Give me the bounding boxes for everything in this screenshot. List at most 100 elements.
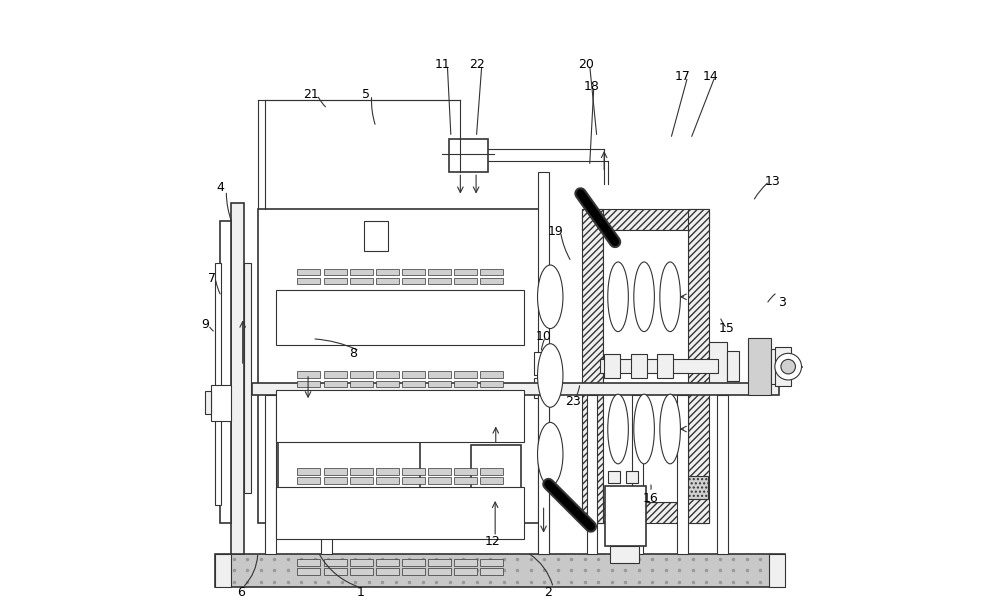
Bar: [364, 221, 388, 251]
Bar: [402, 381, 425, 387]
Bar: [428, 371, 451, 378]
Bar: [480, 477, 503, 484]
Bar: [480, 371, 503, 378]
Bar: [297, 277, 320, 284]
Bar: [657, 354, 673, 378]
Bar: [454, 371, 477, 378]
Bar: [480, 469, 503, 475]
Text: 6: 6: [237, 586, 245, 599]
Bar: [480, 568, 503, 575]
Bar: [582, 502, 709, 524]
Circle shape: [781, 359, 795, 374]
Bar: [748, 338, 771, 395]
Text: 22: 22: [469, 58, 485, 71]
Bar: [297, 477, 320, 484]
Bar: [717, 395, 728, 554]
Ellipse shape: [660, 262, 680, 332]
Bar: [471, 445, 521, 521]
Bar: [376, 371, 399, 378]
Bar: [215, 554, 231, 587]
Bar: [376, 477, 399, 484]
Text: 10: 10: [536, 331, 552, 343]
Text: 16: 16: [642, 491, 658, 505]
Text: 15: 15: [719, 322, 735, 335]
Bar: [604, 354, 620, 378]
Text: 1: 1: [357, 586, 365, 599]
Bar: [220, 221, 231, 524]
Bar: [350, 469, 373, 475]
Bar: [454, 568, 477, 575]
Bar: [600, 359, 718, 373]
Text: 17: 17: [675, 70, 691, 83]
Bar: [685, 476, 708, 499]
Bar: [276, 290, 524, 345]
Text: 5: 5: [362, 89, 370, 101]
Text: 19: 19: [548, 225, 564, 238]
Bar: [297, 371, 320, 378]
Text: 9: 9: [201, 318, 209, 331]
Bar: [631, 354, 647, 378]
Bar: [376, 269, 399, 275]
Bar: [608, 471, 620, 483]
Bar: [402, 469, 425, 475]
Bar: [428, 469, 451, 475]
Text: 4: 4: [216, 181, 224, 194]
Bar: [297, 568, 320, 575]
Bar: [297, 559, 320, 566]
Ellipse shape: [660, 394, 680, 464]
Bar: [297, 469, 320, 475]
Bar: [538, 395, 549, 554]
Text: 11: 11: [435, 58, 450, 71]
Bar: [610, 546, 639, 563]
Bar: [709, 342, 727, 390]
Bar: [454, 469, 477, 475]
Text: 8: 8: [349, 348, 357, 360]
Text: 20: 20: [578, 58, 594, 71]
Bar: [582, 208, 603, 524]
Bar: [376, 381, 399, 387]
Circle shape: [775, 353, 802, 380]
Bar: [350, 477, 373, 484]
Bar: [775, 347, 791, 386]
Bar: [324, 469, 347, 475]
Bar: [605, 486, 646, 546]
Bar: [428, 559, 451, 566]
Bar: [454, 277, 477, 284]
Bar: [727, 351, 739, 381]
Bar: [582, 208, 709, 230]
Bar: [454, 381, 477, 387]
Bar: [626, 471, 638, 483]
Bar: [350, 277, 373, 284]
Text: 21: 21: [303, 89, 319, 101]
Bar: [265, 395, 276, 554]
Bar: [480, 277, 503, 284]
Bar: [587, 395, 597, 554]
Bar: [276, 487, 524, 538]
Ellipse shape: [634, 394, 654, 464]
Bar: [402, 277, 425, 284]
Bar: [428, 381, 451, 387]
Bar: [771, 349, 782, 384]
Bar: [632, 395, 643, 554]
Bar: [480, 381, 503, 387]
Text: 12: 12: [485, 535, 501, 548]
Bar: [350, 568, 373, 575]
Bar: [324, 277, 347, 284]
Text: 14: 14: [703, 70, 719, 83]
Bar: [480, 269, 503, 275]
Bar: [350, 269, 373, 275]
Bar: [485, 503, 498, 521]
Bar: [324, 559, 347, 566]
Bar: [376, 568, 399, 575]
Bar: [252, 383, 779, 395]
Ellipse shape: [538, 265, 563, 329]
Bar: [534, 378, 557, 398]
Text: 2: 2: [544, 586, 552, 599]
Bar: [688, 208, 709, 524]
Bar: [211, 386, 231, 420]
Bar: [324, 477, 347, 484]
Bar: [215, 263, 221, 505]
Bar: [538, 172, 549, 554]
Bar: [215, 554, 785, 587]
Ellipse shape: [634, 262, 654, 332]
